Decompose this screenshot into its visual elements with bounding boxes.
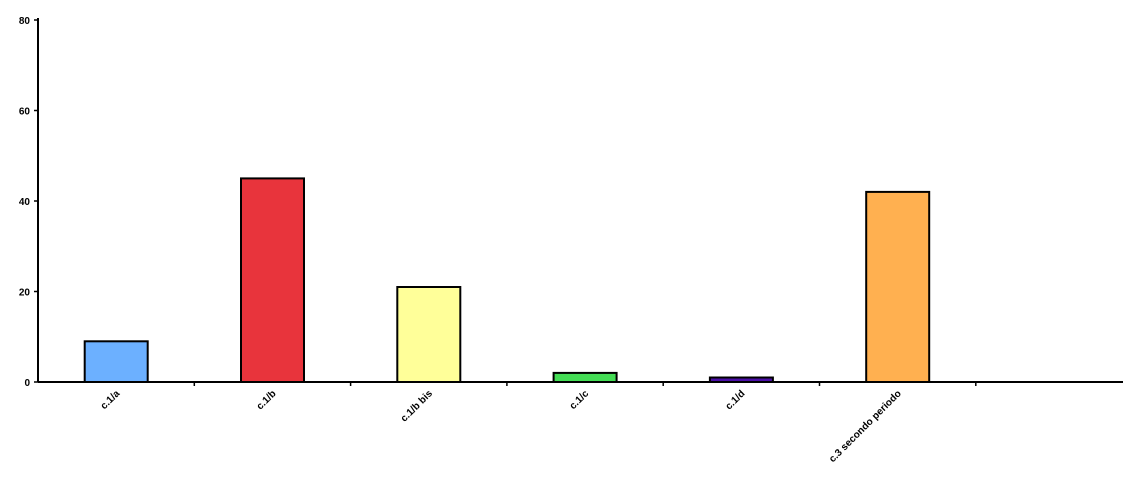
bar-c-3-secondo-periodo xyxy=(865,190,931,383)
y-tick-label: 40 xyxy=(19,197,31,208)
bars-layer xyxy=(83,177,931,383)
x-tick-label: c.1/b xyxy=(255,388,279,412)
x-tick-label: c.3 secondo periodo xyxy=(827,388,904,465)
x-tick-label: c.1/a xyxy=(99,388,123,412)
axes-layer xyxy=(34,18,1123,386)
bar-c-1-b xyxy=(240,177,305,383)
x-tick-label: c.1/b bis xyxy=(399,388,435,424)
bar-c-1-b-bis xyxy=(396,286,462,383)
bar-c-1-a xyxy=(83,340,149,383)
y-tick-label: 60 xyxy=(19,107,31,118)
x-tick-label: c.1/d xyxy=(724,388,748,412)
x-tick-label: c.1/c xyxy=(568,388,592,412)
y-tick-label: 80 xyxy=(19,16,31,27)
y-tick-label: 20 xyxy=(19,288,31,299)
bar-c-1-c xyxy=(552,371,618,383)
y-tick-label: 0 xyxy=(24,378,30,389)
labels-layer: 0 20 40 60 80 c.1/a c.1/b c.1/b bis c.1/c c.1/d c.… xyxy=(19,16,904,465)
